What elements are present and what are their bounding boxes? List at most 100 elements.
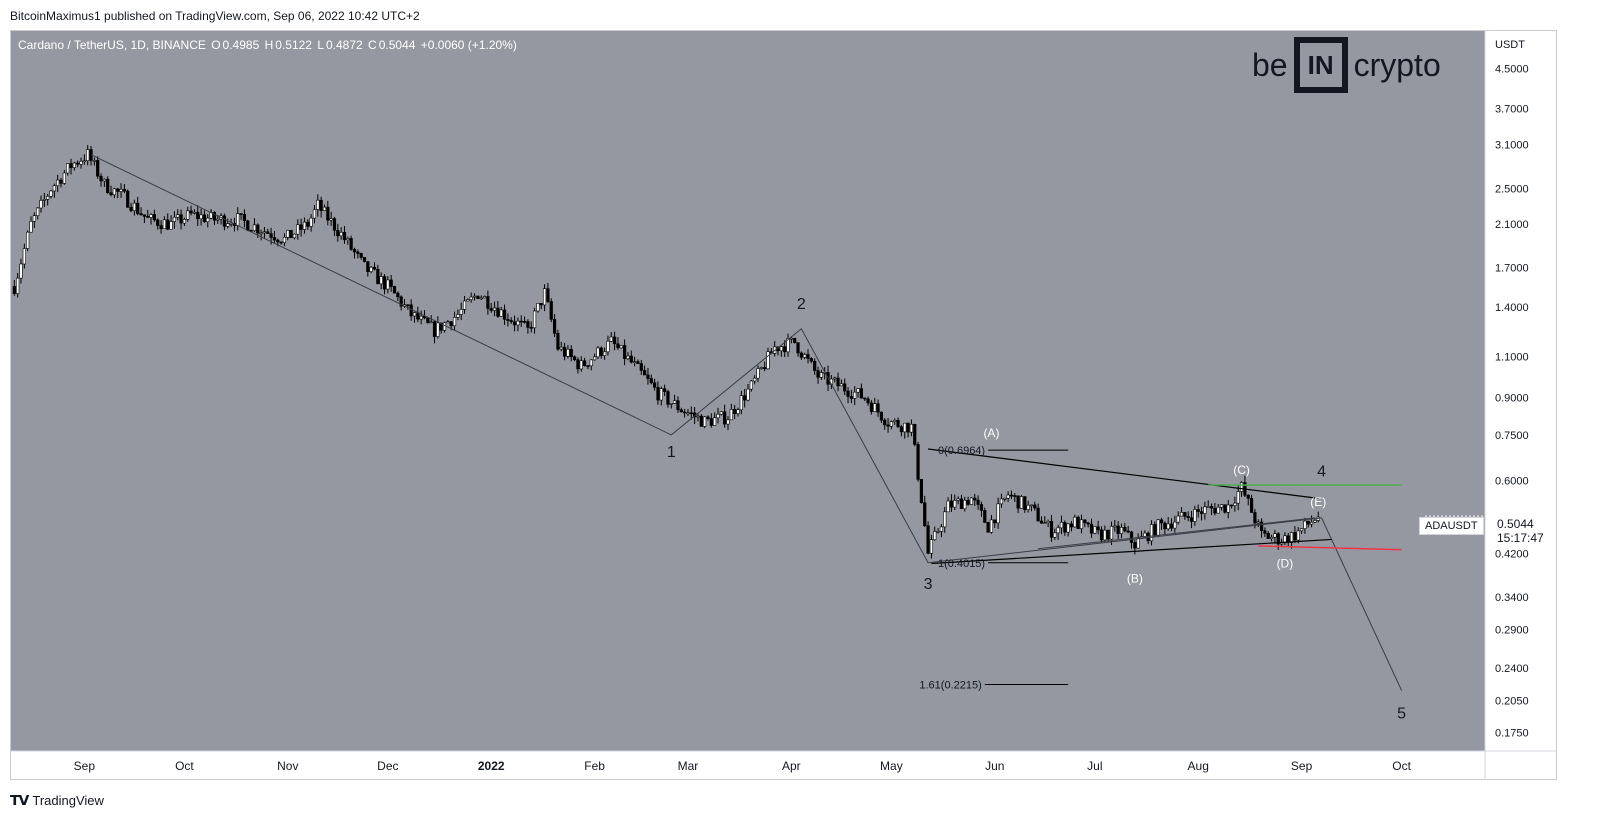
candle-body — [1049, 521, 1054, 538]
candle-body — [326, 206, 330, 221]
candle-body — [96, 160, 100, 177]
candle-body — [689, 412, 693, 415]
candle-body — [1046, 521, 1050, 524]
candle-body — [19, 263, 23, 279]
candle-body — [896, 420, 900, 427]
candle-body — [1313, 520, 1317, 523]
candle-body — [566, 348, 570, 357]
close-label: C — [368, 38, 377, 52]
candle-body — [482, 296, 487, 299]
price-tick-label: 3.1000 — [1495, 140, 1529, 152]
candle-body — [332, 218, 337, 231]
wave-label: 5 — [1397, 706, 1406, 723]
candle-body — [196, 211, 200, 220]
candle-body — [56, 179, 60, 187]
candle-body — [893, 420, 897, 422]
candle-body — [202, 214, 207, 223]
candle-body — [1306, 520, 1310, 525]
candle-body — [793, 337, 797, 343]
candle-body — [552, 319, 557, 334]
candle-body — [556, 333, 560, 350]
candle-body — [236, 213, 240, 226]
wave-label: 3 — [924, 576, 933, 593]
candle-body — [49, 190, 53, 197]
candle-body — [1039, 520, 1044, 524]
candle-body — [1069, 523, 1074, 528]
candle-body — [639, 363, 643, 371]
candle-body — [853, 391, 857, 399]
low-label: L — [317, 38, 324, 52]
candle-body — [876, 403, 880, 413]
candle-body — [542, 288, 547, 306]
candle-body — [1103, 529, 1107, 541]
candle-body — [366, 261, 370, 272]
candle-body — [362, 257, 367, 262]
candle-body — [1159, 519, 1164, 524]
price-tick-label: 1.1000 — [1495, 352, 1529, 364]
candle-body — [539, 303, 543, 306]
candle-body — [429, 321, 433, 324]
candle-body — [252, 224, 257, 231]
candle-body — [756, 368, 760, 379]
tradingview-logo-icon: 𝗧𝗩 — [10, 792, 29, 808]
candle-body — [729, 409, 733, 421]
candle-body — [1023, 496, 1027, 510]
price-chart[interactable]: USDT 4.5000 3.7000 3.1000 2.5000 2.1000 1.7000… — [11, 31, 1556, 779]
candle-body — [809, 358, 813, 362]
candle-body — [1189, 517, 1194, 522]
candle-body — [699, 415, 703, 427]
candle-body — [789, 337, 793, 340]
candle-body — [636, 361, 640, 364]
time-tick-label: Mar — [678, 759, 699, 773]
candle-body — [839, 383, 843, 387]
time-tick-label: Nov — [277, 759, 298, 773]
candle-body — [22, 248, 26, 265]
candle-body — [579, 360, 583, 370]
candle-body — [309, 217, 313, 227]
candle-body — [1009, 494, 1014, 497]
candle-body — [529, 327, 533, 329]
candle-body — [356, 251, 360, 254]
candle-body — [446, 321, 450, 324]
candle-body — [1096, 526, 1100, 531]
candle-body — [92, 160, 96, 162]
candle-body — [1003, 497, 1007, 500]
candle-body — [979, 504, 984, 511]
close-value: 0.5044 — [378, 38, 416, 52]
candle-body — [499, 309, 503, 317]
candle-body — [949, 500, 954, 508]
candle-body — [186, 210, 190, 220]
candle-body — [509, 320, 513, 323]
candle-body — [1186, 516, 1190, 518]
fib-level-label: 1(0.4015) — [938, 558, 985, 570]
candle-countdown: 15:17:47 — [1497, 531, 1544, 545]
candle-body — [656, 387, 660, 401]
candle-body — [239, 213, 243, 215]
time-tick-label: Aug — [1188, 759, 1209, 773]
tradingview-footer[interactable]: 𝗧𝗩 TradingView — [10, 792, 104, 809]
candle-body — [1013, 495, 1017, 497]
candle-body — [262, 231, 267, 234]
candle-body — [136, 202, 140, 214]
candle-body — [159, 225, 163, 229]
chart-frame[interactable]: USDT 4.5000 3.7000 3.1000 2.5000 2.1000 1.7000… — [10, 30, 1557, 780]
candle-body — [1229, 504, 1234, 507]
candle-body — [79, 161, 83, 165]
price-tick-label: 2.5000 — [1495, 184, 1529, 196]
candle-body — [172, 216, 177, 222]
candle-body — [1183, 512, 1187, 517]
candle-body — [1169, 523, 1174, 529]
wave-label: 4 — [1317, 464, 1326, 481]
candle-body — [389, 279, 393, 287]
candle-body — [1209, 506, 1214, 509]
candle-body — [1276, 533, 1280, 545]
wave-label: 1 — [667, 444, 676, 461]
candle-body — [46, 196, 50, 200]
beincrypto-logo: be IN crypto — [1252, 36, 1441, 94]
candle-body — [1213, 507, 1217, 514]
candle-body — [696, 415, 700, 418]
candle-body — [976, 499, 980, 505]
candle-body — [572, 356, 577, 361]
candle-body — [673, 400, 677, 404]
candle-body — [212, 212, 217, 221]
